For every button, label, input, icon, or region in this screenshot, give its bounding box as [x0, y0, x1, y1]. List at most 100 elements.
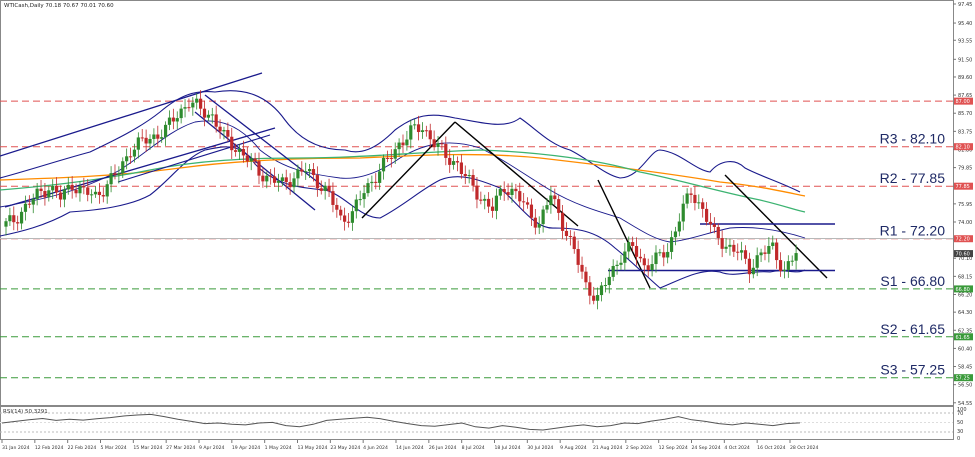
level-r2-badge-text: 77.85 — [956, 184, 970, 190]
candle-body — [276, 181, 281, 183]
candle-body — [335, 204, 339, 210]
price-tick-label: 85.70 — [958, 111, 972, 117]
price-tick-label: 81.80 — [958, 147, 972, 153]
candle-body — [202, 108, 207, 118]
candle-body — [156, 134, 160, 139]
candle-body — [230, 136, 234, 151]
candle-body — [747, 258, 752, 275]
time-tick-label: 24 Sep 2024 — [692, 445, 721, 451]
candle-body — [549, 195, 553, 206]
time-tick-label: 15 Mar 2024 — [133, 445, 162, 451]
candle-body — [241, 148, 246, 156]
time-tick-label: 4 Oct 2024 — [724, 445, 750, 451]
candle-body — [210, 114, 214, 116]
candle-body — [740, 250, 744, 253]
candle-body — [378, 171, 382, 183]
candle-body — [109, 173, 113, 185]
candle-body — [615, 264, 619, 266]
candle-body — [261, 175, 265, 182]
candle-body — [658, 252, 662, 254]
candle-body — [596, 295, 600, 301]
candle-body — [381, 157, 386, 172]
level-label-r3: R3 - 82.10 — [880, 131, 946, 147]
candle-body — [541, 209, 545, 225]
level-label-s2: S2 - 61.65 — [880, 321, 945, 337]
candle-body — [763, 252, 767, 254]
level-r2-badge — [954, 182, 973, 190]
candle-body — [448, 157, 452, 165]
candle-body — [78, 186, 82, 194]
candles-layer — [4, 90, 798, 310]
candle-body — [638, 256, 643, 259]
candle-body — [627, 242, 631, 252]
candle-body — [58, 192, 63, 200]
level-r1-badge — [954, 235, 973, 243]
trendline-fall-october — [724, 174, 828, 279]
candle-body — [409, 125, 413, 140]
candle-body — [199, 98, 203, 109]
candle-body — [767, 246, 771, 254]
price-tick-label: 95.40 — [958, 21, 972, 27]
candle-body — [599, 285, 604, 296]
price-tick-label: 87.65 — [958, 93, 972, 99]
candle-body — [323, 185, 327, 191]
rsi-tick-100: 100 — [957, 407, 967, 413]
candle-body — [553, 195, 557, 200]
candle-body — [62, 189, 66, 200]
candle-body — [440, 143, 444, 145]
candle-body — [206, 114, 210, 118]
bollinger-lower-band — [0, 146, 806, 289]
rising-channel-upper — [0, 72, 263, 157]
candle-body — [572, 236, 576, 250]
candle-body — [54, 185, 59, 193]
candle-body — [16, 222, 20, 224]
candle-body — [269, 175, 273, 177]
level-label-s1: S1 - 66.80 — [880, 273, 945, 289]
time-tick-label: 2 Sep 2024 — [626, 445, 652, 451]
candle-body — [669, 237, 674, 252]
rsi-tick-0: 0 — [957, 436, 960, 442]
candle-body — [564, 230, 569, 237]
candle-body — [171, 117, 175, 122]
price-tick-label: 54.55 — [958, 401, 972, 407]
time-tick-label: 16 Oct 2024 — [757, 445, 785, 451]
time-tick-label: 1 May 2024 — [265, 445, 292, 451]
candle-body — [642, 258, 646, 266]
candle-body — [23, 203, 28, 212]
level-label-s3: S3 - 57.25 — [880, 362, 945, 378]
candle-body — [568, 236, 572, 238]
candle-body — [370, 181, 374, 184]
candle-body — [518, 191, 522, 202]
candle-body — [350, 211, 355, 223]
price-tick-label: 66.20 — [958, 292, 972, 298]
candle-body — [724, 246, 728, 249]
candle-body — [226, 130, 230, 137]
rising-channel-mid — [117, 134, 271, 183]
candle-body — [708, 221, 713, 225]
time-tick-label: 31 Jan 2024 — [2, 445, 30, 451]
candle-body — [432, 139, 436, 148]
candle-body — [743, 250, 748, 259]
candle-body — [444, 143, 448, 158]
price-tick-label: 97.45 — [958, 2, 972, 8]
time-tick-label: 5 Mar 2024 — [101, 445, 127, 451]
candle-body — [300, 169, 304, 172]
candle-body — [27, 203, 31, 205]
candle-body — [214, 114, 218, 127]
time-tick-label: 8 Jul 2024 — [462, 445, 485, 451]
candle-body — [487, 198, 491, 207]
price-tick-label: 79.85 — [958, 166, 972, 172]
candle-body — [397, 142, 401, 150]
candle-body — [319, 188, 323, 191]
time-tick-label: 28 Oct 2024 — [790, 445, 818, 451]
candle-body — [191, 102, 195, 108]
candle-body — [759, 252, 763, 256]
level-s1-badge — [954, 285, 973, 293]
price-tick-label: 89.60 — [958, 75, 972, 81]
candle-body — [35, 188, 39, 199]
price-tick-label: 93.55 — [958, 38, 972, 44]
candle-body — [619, 262, 623, 265]
candle-body — [374, 181, 378, 183]
level-label-r1: R1 - 72.20 — [880, 223, 946, 239]
time-tick-label: 13 May 2024 — [298, 445, 328, 451]
